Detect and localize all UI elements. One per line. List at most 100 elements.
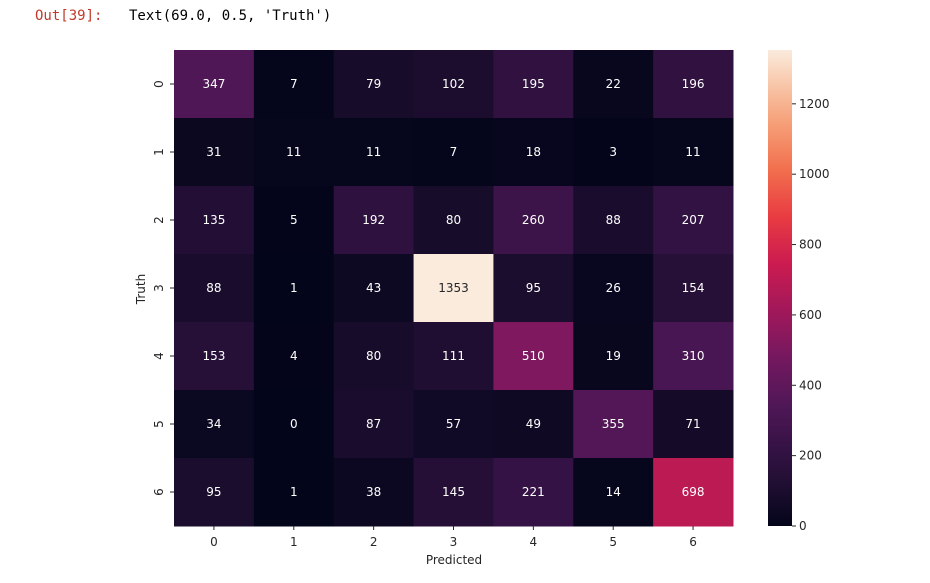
heatmap-cell (413, 322, 494, 391)
x-tick-label: 2 (370, 535, 378, 549)
colorbar: 0 200 400 600 800 1000 1200 (768, 50, 830, 533)
x-tick-label: 0 (210, 535, 218, 549)
heatmap-cell (653, 390, 734, 459)
colorbar-tick-label: 600 (799, 308, 822, 322)
heatmap-cell (333, 254, 415, 323)
cell-value-label: 1353 (438, 281, 469, 295)
cell-value-label: 88 (206, 281, 221, 295)
heatmap-cell (573, 186, 654, 255)
heatmap-cell (573, 322, 654, 391)
heatmap-cell (413, 186, 494, 255)
cell-value-label: 26 (606, 281, 621, 295)
heatmap-cell (573, 254, 654, 323)
heatmap-cell (253, 390, 335, 459)
output-prompt: Out[39]: (35, 8, 103, 24)
x-tick-label: 6 (689, 535, 697, 549)
cell-value-label: 221 (522, 485, 545, 499)
cell-value-label: 87 (366, 417, 381, 431)
heatmap-cell (333, 118, 415, 187)
heatmap-cell (174, 322, 255, 391)
y-tick-label: 1 (152, 148, 166, 156)
cell-value-label: 19 (606, 349, 621, 363)
heatmap-cell (653, 458, 734, 527)
colorbar-tick-label: 800 (799, 238, 822, 252)
heatmap-cell (493, 254, 574, 323)
cell-value-label: 310 (682, 349, 705, 363)
heatmap-cell (493, 118, 574, 187)
cell-value-label: 1 (290, 485, 298, 499)
y-tick-label: 2 (152, 216, 166, 224)
cell-value-label: 260 (522, 213, 545, 227)
y-tick-label: 6 (152, 488, 166, 496)
cell-value-label: 38 (366, 485, 381, 499)
cell-value-label: 11 (366, 145, 381, 159)
cell-value-label: 207 (682, 213, 705, 227)
cell-value-label: 79 (366, 77, 381, 91)
heatmap-cell (333, 390, 415, 459)
cell-value-label: 510 (522, 349, 545, 363)
cell-value-label: 355 (602, 417, 625, 431)
heatmap-cell (413, 50, 494, 119)
cell-value-label: 80 (366, 349, 381, 363)
x-axis-label: Predicted (426, 553, 482, 567)
y-axis: 0 1 2 3 4 5 6 (152, 80, 174, 496)
heatmap-cell (493, 390, 574, 459)
cell-value-label: 3 (609, 145, 617, 159)
heatmap-cell (653, 254, 734, 323)
cell-value-label: 14 (606, 485, 621, 499)
heatmap-cell (413, 458, 494, 527)
cell-value-label: 49 (526, 417, 541, 431)
heatmap-cell (253, 254, 335, 323)
cell-value-label: 18 (526, 145, 541, 159)
cell-value-label: 5 (290, 213, 298, 227)
colorbar-tick-label: 400 (799, 378, 822, 392)
cell-value-label: 95 (526, 281, 541, 295)
heatmap-cell (493, 458, 574, 527)
y-tick-label: 3 (152, 284, 166, 292)
cell-value-label: 11 (286, 145, 301, 159)
heatmap-cell (653, 50, 734, 119)
heatmap-cell (653, 118, 734, 187)
cell-value-label: 95 (206, 485, 221, 499)
cell-value-label: 80 (446, 213, 461, 227)
heatmap-cell (333, 186, 415, 255)
colorbar-tick-label: 200 (799, 449, 822, 463)
cell-value-label: 195 (522, 77, 545, 91)
cell-value-label: 154 (682, 281, 705, 295)
cell-value-label: 88 (606, 213, 621, 227)
cell-value-label: 71 (685, 417, 700, 431)
cell-value-label: 4 (290, 349, 298, 363)
x-tick-label: 1 (290, 535, 298, 549)
heatmap-cell (253, 118, 335, 187)
cell-value-label: 57 (446, 417, 461, 431)
heatmap-cell (493, 186, 574, 255)
cell-value-label: 22 (606, 77, 621, 91)
cell-value-label: 145 (442, 485, 465, 499)
heatmap-cell (413, 390, 494, 459)
output-text: Text(69.0, 0.5, 'Truth') (129, 8, 332, 24)
x-tick-label: 5 (609, 535, 617, 549)
cell-value-label: 135 (202, 213, 225, 227)
x-axis: 0 1 2 3 4 5 6 (210, 526, 697, 549)
cell-value-label: 153 (202, 349, 225, 363)
cell-value-label: 34 (206, 417, 221, 431)
heatmap-cell (573, 118, 654, 187)
cell-value-label: 43 (366, 281, 381, 295)
heatmap-cell (573, 390, 654, 459)
heatmap-cell (413, 118, 494, 187)
cell-value-label: 7 (450, 145, 458, 159)
heatmap-cell (253, 458, 335, 527)
heatmap-cell (174, 50, 255, 119)
y-tick-label: 0 (152, 80, 166, 88)
cell-value-label: 102 (442, 77, 465, 91)
y-tick-label: 4 (152, 352, 166, 360)
heatmap-cell (653, 322, 734, 391)
colorbar-gradient (768, 50, 792, 526)
heatmap-cell (413, 254, 494, 323)
x-tick-label: 4 (530, 535, 538, 549)
colorbar-tick-label: 1200 (799, 97, 830, 111)
heatmap-cell (253, 322, 335, 391)
colorbar-tick-label: 1000 (799, 167, 830, 181)
